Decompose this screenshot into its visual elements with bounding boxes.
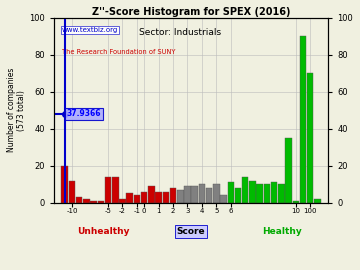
Bar (112, 177, 118, 203)
Text: Unhealthy: Unhealthy (77, 227, 130, 236)
Bar (293, 201, 299, 203)
Bar (134, 195, 140, 203)
Text: The Research Foundation of SUNY: The Research Foundation of SUNY (62, 49, 176, 55)
Bar (300, 36, 306, 203)
Bar (278, 184, 285, 203)
Text: Healthy: Healthy (262, 227, 302, 236)
Bar (119, 199, 126, 203)
Text: 37.9366: 37.9366 (67, 109, 102, 119)
Bar (307, 73, 314, 203)
Text: Sector: Industrials: Sector: Industrials (139, 28, 221, 37)
Text: Score: Score (177, 227, 206, 236)
Bar (156, 192, 162, 203)
Bar (62, 166, 68, 203)
Bar (271, 182, 277, 203)
Bar (235, 188, 241, 203)
Bar (199, 184, 205, 203)
Bar (192, 186, 198, 203)
Bar (285, 138, 292, 203)
Bar (184, 186, 191, 203)
Bar (90, 201, 97, 203)
Bar (249, 181, 256, 203)
Bar (256, 184, 263, 203)
Bar (83, 199, 90, 203)
Bar (141, 192, 147, 203)
Bar (126, 194, 133, 203)
Bar (98, 201, 104, 203)
Bar (220, 195, 227, 203)
Text: www.textbiz.org: www.textbiz.org (62, 27, 118, 33)
Title: Z''-Score Histogram for SPEX (2016): Z''-Score Histogram for SPEX (2016) (92, 7, 290, 17)
Bar (163, 192, 169, 203)
Bar (170, 188, 176, 203)
Bar (177, 190, 184, 203)
Bar (228, 182, 234, 203)
Bar (69, 181, 75, 203)
Y-axis label: Number of companies
(573 total): Number of companies (573 total) (7, 68, 26, 152)
Bar (264, 184, 270, 203)
Bar (105, 177, 111, 203)
Bar (76, 197, 82, 203)
Bar (148, 186, 155, 203)
Bar (242, 177, 248, 203)
Bar (314, 199, 321, 203)
Bar (213, 184, 220, 203)
Bar (206, 188, 212, 203)
